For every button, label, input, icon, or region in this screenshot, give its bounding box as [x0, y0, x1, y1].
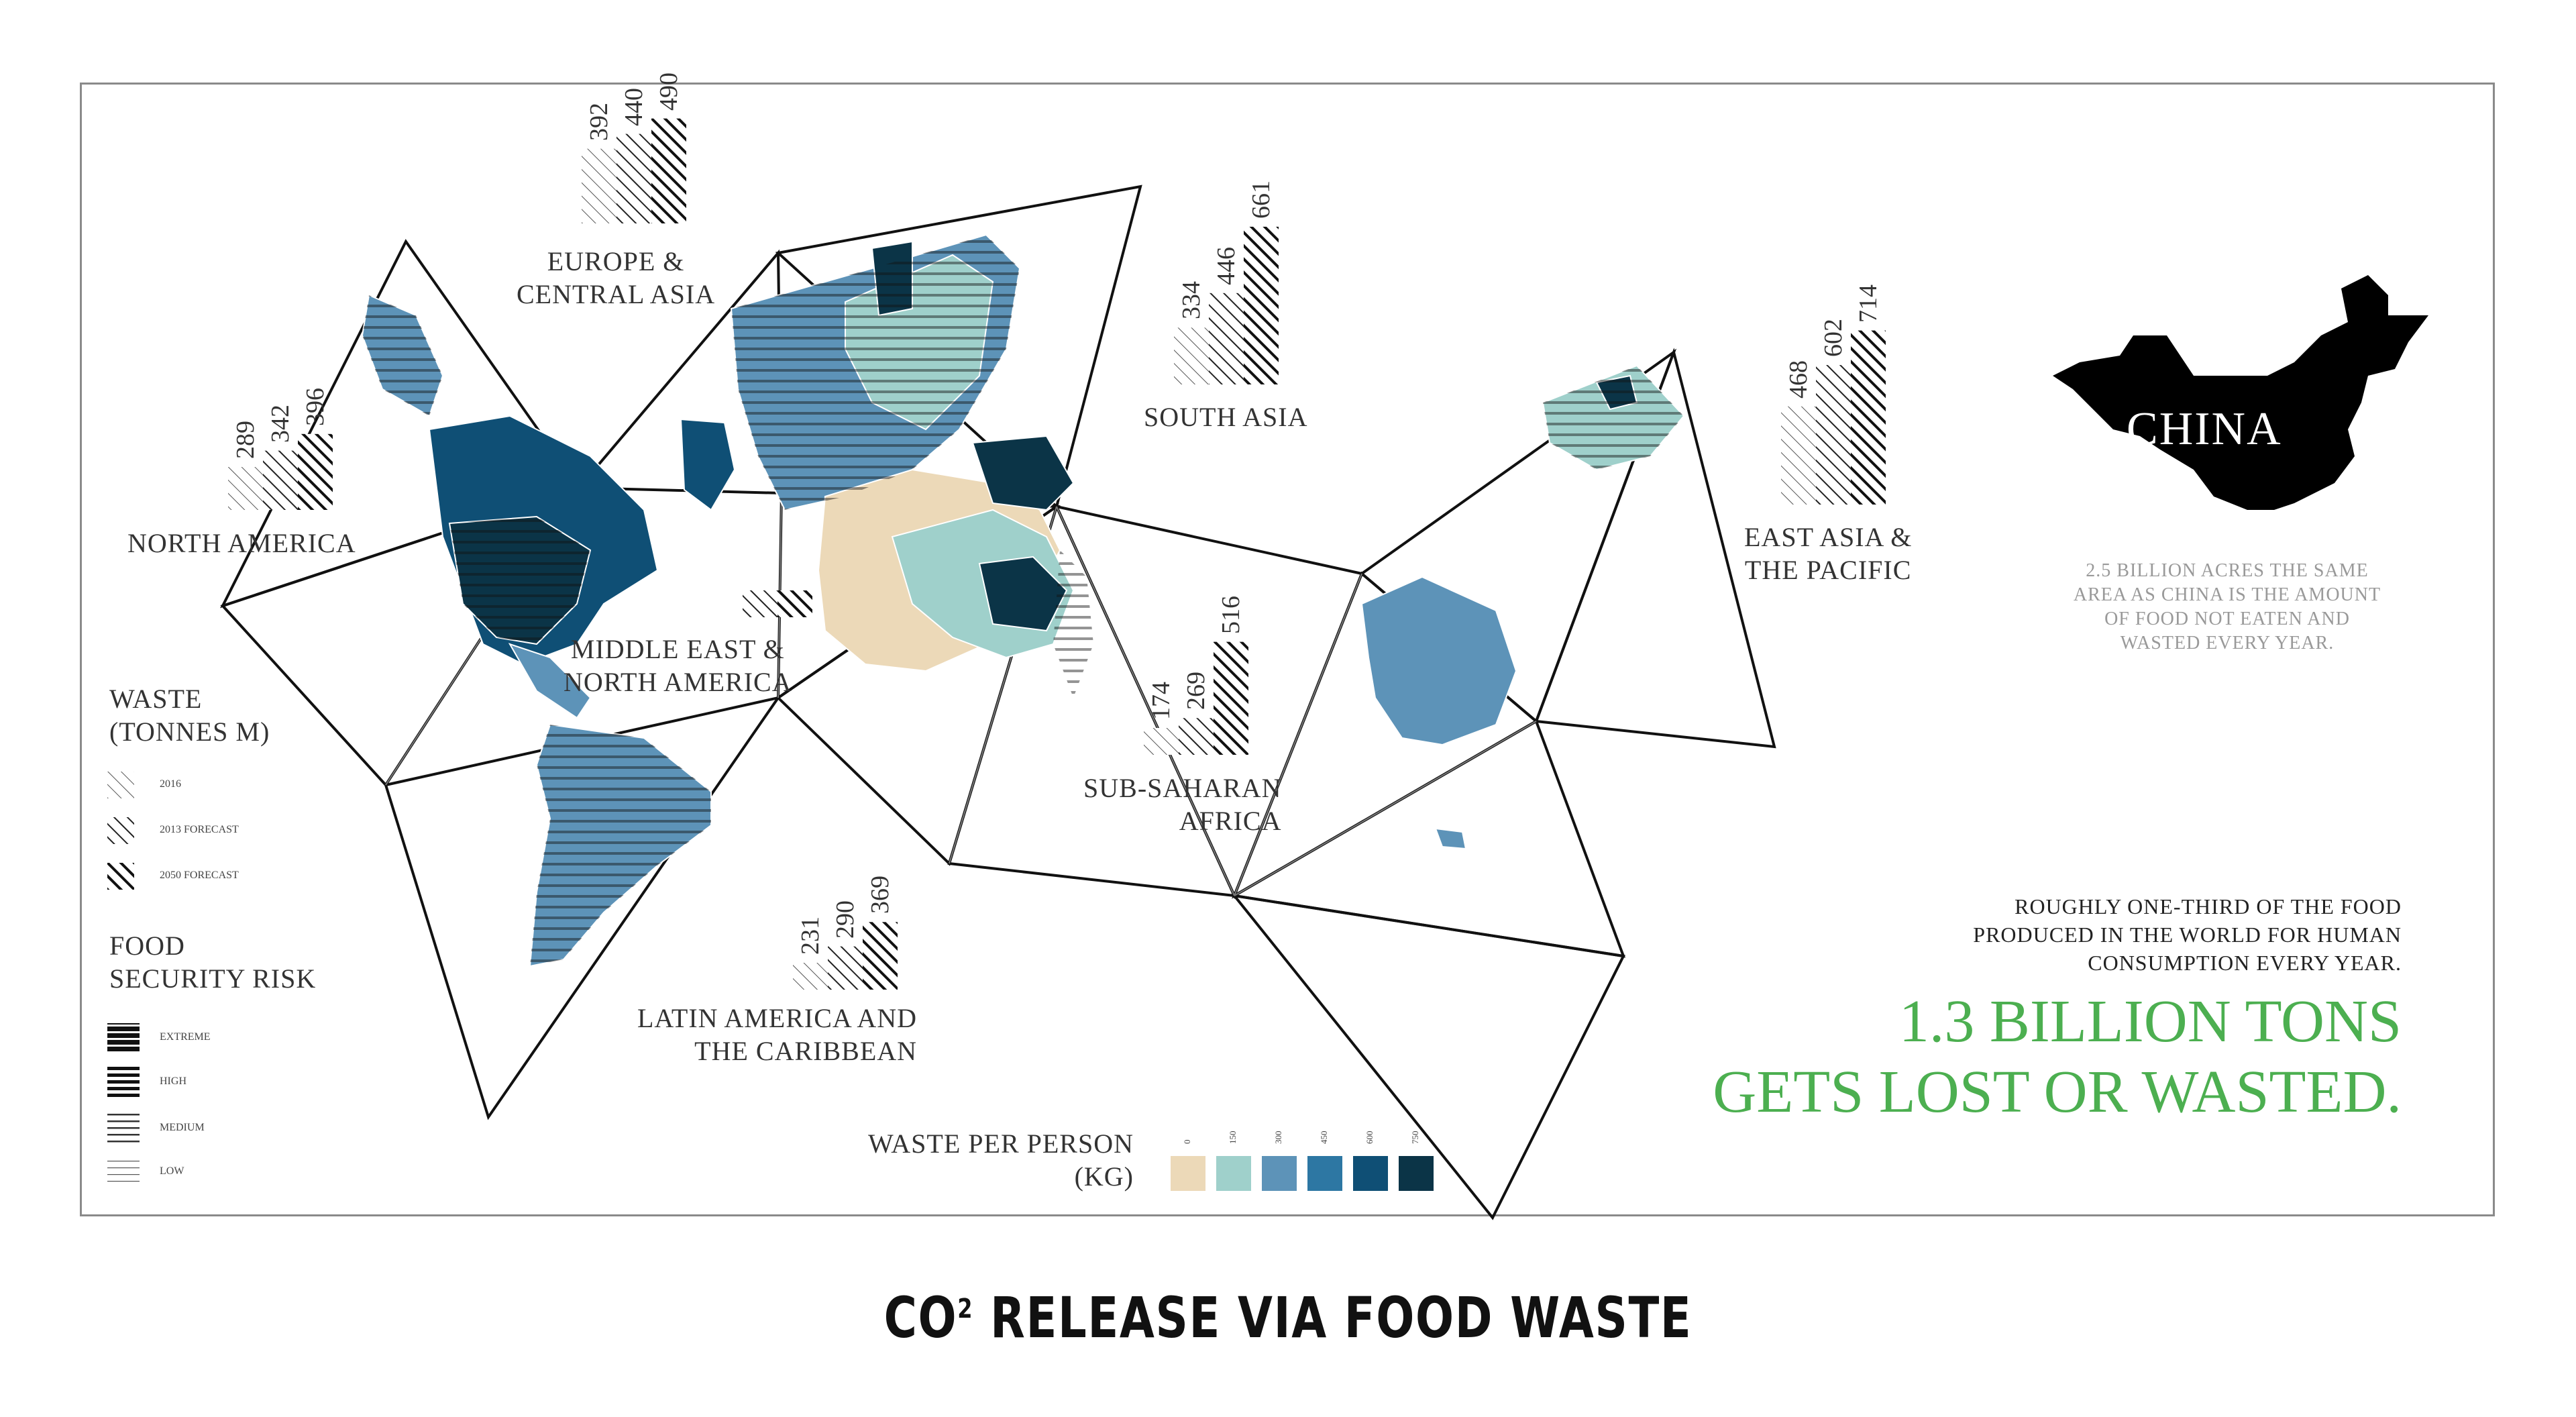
- china-silhouette: [2053, 275, 2428, 510]
- scale-swatch-0: [1171, 1156, 1205, 1191]
- risk-legend-title: FOOD SECURITY RISK: [109, 931, 317, 994]
- map-frame: [80, 83, 2495, 1216]
- bar-sub_saharan-1: [1179, 718, 1214, 755]
- swatch-extreme: [107, 1023, 140, 1053]
- bar-value-north_america-1: 342: [266, 404, 294, 443]
- label-sub-saharan: SUB-SAHARAN AFRICA: [1083, 773, 1282, 836]
- bar-value-east_asia-1: 602: [1819, 319, 1847, 358]
- bar-east_asia-2: [1851, 330, 1886, 505]
- bar-value-north_america-2: 396: [301, 387, 329, 426]
- bar-latin_america-1: [828, 946, 863, 990]
- bar-south_asia-1: [1209, 293, 1244, 384]
- swatch-low: [107, 1157, 140, 1188]
- scale-swatch-3: [1307, 1156, 1342, 1191]
- bar-value-south_asia-2: 661: [1247, 180, 1275, 219]
- bar-value-east_asia-2: 714: [1854, 284, 1882, 323]
- swatch-high: [107, 1067, 140, 1097]
- bar-south_asia-0: [1174, 327, 1209, 384]
- bar-south_asia-2: [1244, 226, 1279, 384]
- label-latin-america: LATIN AMERICA AND THE CARIBBEAN: [637, 1003, 918, 1066]
- risk-legend-swatches: [107, 1023, 140, 1188]
- scale-swatch-5: [1399, 1156, 1434, 1191]
- swatch-2016: [107, 772, 134, 798]
- land-south-asia: [971, 435, 1075, 511]
- scale-tick-0: 0: [1182, 1139, 1192, 1145]
- bar-value-sub_saharan-1: 269: [1182, 672, 1210, 711]
- label-north-america: NORTH AMERICA: [127, 528, 356, 558]
- bar-value-north_america-0: 289: [231, 421, 260, 460]
- bar-value-europe-0: 392: [585, 102, 613, 141]
- bar-value-latin_america-2: 369: [866, 876, 894, 914]
- bar-sub_saharan-0: [1144, 728, 1179, 755]
- bar-europe-0: [582, 148, 616, 223]
- scale-tick-3: 450: [1319, 1131, 1329, 1145]
- waste-legend-title: WASTE (TONNES M): [109, 684, 270, 747]
- land-australia: [1360, 576, 1517, 746]
- china-label: CHINA: [2127, 403, 2282, 455]
- bar-europe-1: [616, 134, 651, 223]
- bar-europe-2: [651, 118, 686, 223]
- legend-high: HIGH: [160, 1075, 186, 1087]
- bar-value-sub_saharan-0: 174: [1147, 682, 1175, 720]
- label-middle-east: MIDDLE EAST & NORTH AMERICA: [564, 634, 792, 697]
- bar-value-south_asia-1: 446: [1212, 246, 1240, 285]
- bar-middle_east-2: [777, 590, 812, 617]
- bar-value-europe-2: 490: [655, 72, 683, 111]
- bar-latin_america-0: [793, 963, 828, 990]
- legend-extreme: EXTREME: [160, 1031, 211, 1043]
- scale-tick-1: 150: [1228, 1131, 1238, 1145]
- china-caption: 2.5 BILLION ACRES THE SAME AREA AS CHINA …: [2073, 560, 2381, 653]
- waste-per-person-scale: [1171, 1156, 1434, 1191]
- legend-2016: 2016: [160, 778, 181, 790]
- bar-value-europe-1: 440: [620, 87, 648, 126]
- legend-2050-forecast: 2050 FORECAST: [160, 870, 239, 881]
- headline-stat: 1.3 BILLION TONS GETS LOST OR WASTED.: [1713, 988, 2402, 1125]
- page-title: CO2 RELEASE VIA FOOD WASTE: [883, 1285, 1693, 1351]
- scale-swatch-4: [1353, 1156, 1388, 1191]
- risk-overlay: [362, 235, 1684, 966]
- regional-bar-charts: [228, 118, 1886, 990]
- bar-value-latin_america-0: 231: [796, 916, 824, 955]
- label-south-asia: SOUTH ASIA: [1144, 402, 1308, 432]
- swatch-2050-forecast: [107, 863, 134, 890]
- scale-tick-5: 750: [1410, 1131, 1420, 1145]
- bar-latin_america-2: [863, 922, 898, 990]
- waste-legend-swatches: [107, 772, 134, 890]
- land-greenland: [680, 418, 736, 511]
- bar-value-east_asia-0: 468: [1784, 360, 1813, 399]
- label-east-asia: EAST ASIA & THE PACIFIC: [1744, 522, 1913, 585]
- bar-sub_saharan-2: [1214, 641, 1248, 755]
- scale-swatch-1: [1216, 1156, 1251, 1191]
- stat-caption: ROUGHLY ONE-THIRD OF THE FOOD PRODUCED IN…: [1973, 894, 2402, 975]
- bar-north_america-1: [263, 450, 298, 510]
- scale-tick-2: 300: [1273, 1131, 1283, 1145]
- legend-medium: MEDIUM: [160, 1122, 205, 1133]
- bar-middle_east-1: [743, 590, 777, 617]
- scale-swatch-2: [1262, 1156, 1297, 1191]
- bar-north_america-0: [228, 467, 263, 510]
- bar-north_america-2: [298, 433, 333, 510]
- swatch-medium: [107, 1114, 140, 1144]
- scale-tick-4: 600: [1364, 1131, 1375, 1145]
- bar-value-latin_america-1: 290: [831, 900, 859, 939]
- waste-per-person-title: WASTE PER PERSON (KG): [867, 1129, 1134, 1192]
- legend-low: LOW: [160, 1165, 184, 1177]
- bar-east_asia-0: [1781, 406, 1816, 505]
- label-europe: EUROPE & CENTRAL ASIA: [517, 246, 716, 309]
- bar-value-south_asia-0: 334: [1177, 281, 1205, 320]
- land-new-zealand: [1434, 827, 1467, 850]
- bar-east_asia-1: [1816, 365, 1851, 505]
- swatch-2013-forecast: [107, 817, 134, 844]
- legend-2013-forecast: 2013 FORECAST: [160, 824, 239, 835]
- land-central-america: [508, 643, 592, 719]
- bar-value-sub_saharan-2: 516: [1217, 595, 1245, 634]
